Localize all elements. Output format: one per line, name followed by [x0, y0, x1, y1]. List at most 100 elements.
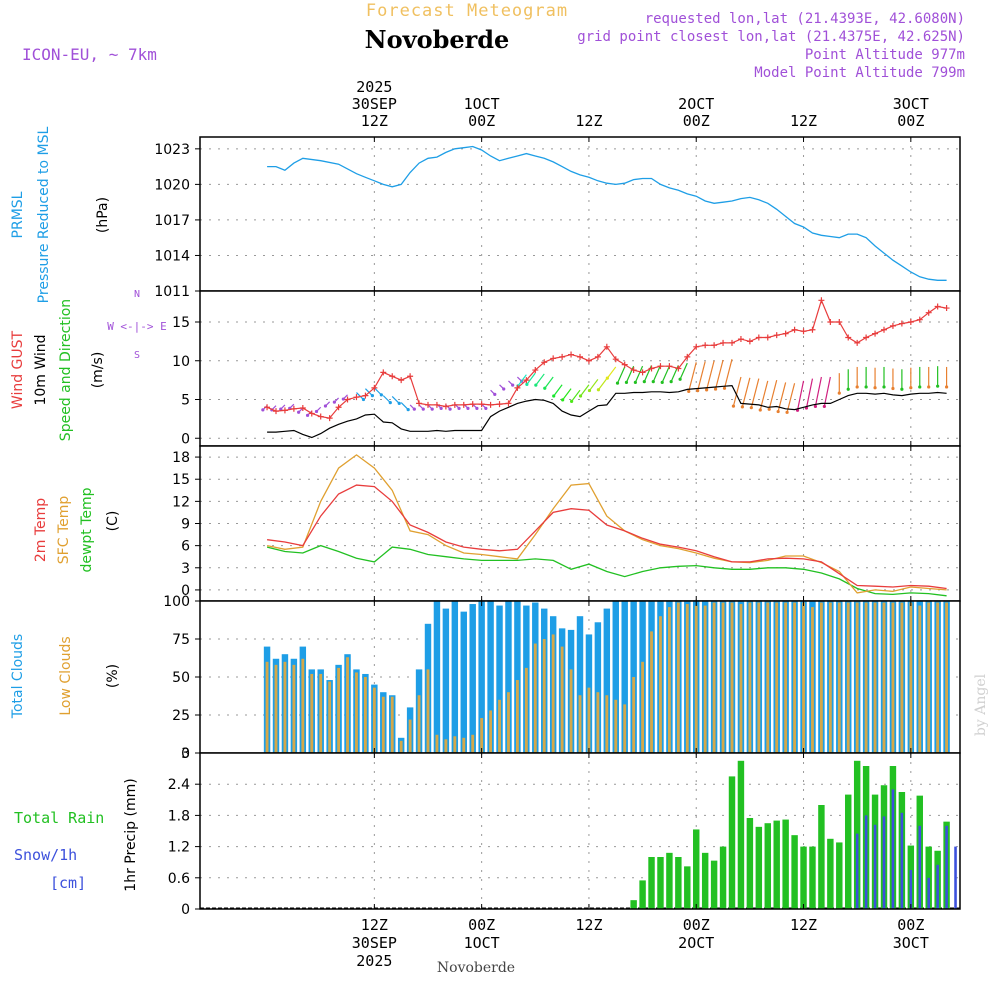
low-cloud-bar [811, 607, 814, 753]
dewpt-label: dewpt Temp [79, 487, 95, 572]
low-cloud-bar [596, 692, 600, 753]
precip-labels: Total Rain Snow/1h [cm] 1hr Precip (mm) [14, 778, 139, 892]
wind-arrow-head [918, 385, 922, 389]
wind-arrow-head [687, 389, 691, 393]
bottom-time-label: 30SEP [352, 934, 397, 952]
wind-arrow-head [305, 413, 310, 417]
top-time-label: 12Z [790, 112, 817, 130]
gust-marker [818, 297, 825, 304]
low-cloud-bar [614, 699, 618, 753]
bottom-time-label: 00Z [897, 916, 924, 934]
rain-bar [728, 776, 736, 909]
gust-marker [505, 400, 512, 407]
wind-arrow [382, 395, 391, 404]
y-tick-label: 1011 [154, 284, 190, 300]
gust-marker [684, 353, 691, 360]
wind-arrow-head [570, 399, 574, 403]
t2m-line [267, 484, 947, 590]
y-tick-label: 0 [181, 583, 190, 599]
gust-marker [800, 328, 807, 335]
low-cloud-bar [819, 602, 823, 753]
wind-arrow [768, 379, 778, 410]
wind-arrow-head [484, 406, 488, 410]
wind-arrow-head [891, 386, 895, 391]
total-cloud-bar [451, 601, 459, 753]
low-cloud-bar [900, 602, 904, 753]
low-cloud-bar [712, 602, 716, 753]
low-cloud-bar [802, 602, 805, 753]
gust-marker [514, 384, 521, 391]
low-cloud-bar [793, 602, 797, 753]
gust-marker [881, 326, 887, 333]
rain-bar [845, 794, 852, 909]
wind-arrow [562, 388, 572, 401]
low-cloud-bar [641, 661, 645, 753]
percent-label: (%) [105, 664, 121, 688]
cloud-panel: 0 25 50 75 100 [163, 594, 961, 762]
snow-bar [900, 812, 904, 909]
bottom-time-label: 1OCT [464, 934, 500, 952]
y-tick-label: 1017 [154, 213, 190, 229]
wind-arrow-head [502, 387, 506, 391]
wind-arrow [544, 376, 554, 389]
top-time-label: 3OCT [893, 95, 929, 113]
panel-bg [200, 291, 960, 446]
top-time-label: 00Z [897, 112, 924, 130]
total-cloud-label: Total Clouds [10, 634, 26, 719]
gust-marker [621, 361, 628, 368]
top-time-label: 1OCT [464, 95, 500, 113]
low-cloud-bar [560, 646, 564, 753]
pressure-line [267, 145, 947, 281]
wind-arrow-head [388, 401, 392, 405]
gust-marker [889, 322, 896, 329]
low-cloud-bar [417, 695, 421, 753]
forecast-title: Forecast Meteogram [366, 1, 568, 21]
wind-arrow-head [314, 409, 319, 414]
wind-arrow [732, 376, 742, 407]
rain-bar [719, 846, 727, 909]
y-tick-label: 0.6 [168, 871, 190, 887]
top-time-label: 00Z [468, 112, 495, 130]
total-cloud-bar [514, 601, 521, 753]
gust-marker [603, 343, 610, 350]
gust-marker [845, 334, 852, 341]
low-cloud-bar [918, 605, 922, 753]
rain-label: Total Rain [14, 809, 104, 827]
gust-marker [872, 330, 879, 337]
total-cloud-bar [442, 608, 450, 753]
gust-marker [675, 365, 682, 372]
y-tick-label: 1.2 [168, 840, 190, 856]
low-cloud-bar [515, 680, 519, 753]
rain-bar [693, 829, 700, 909]
gust-marker [737, 336, 744, 343]
low-cloud-bar [498, 699, 501, 753]
gust-marker [532, 367, 539, 374]
gust-marker [711, 342, 718, 349]
low-cloud-bar [489, 710, 493, 753]
low-cloud-bar [623, 704, 627, 753]
wind-arrow-head [731, 404, 736, 408]
wind-arrow [589, 378, 599, 391]
total-cloud-bar [505, 601, 512, 753]
wind-arrow-head [642, 380, 646, 384]
gust-marker [523, 377, 530, 384]
wind-arrow-head [822, 404, 826, 409]
pressure-labels: PRMSL Pressure Reduced to MSL (hPa) [10, 126, 111, 303]
rain-bar [773, 820, 780, 909]
low-cloud-bar [703, 605, 707, 753]
low-cloud-bar [739, 604, 743, 753]
low-cloud-bar [435, 734, 439, 753]
wind-arrow [805, 378, 814, 409]
y-tick-label: 3 [181, 746, 190, 762]
low-cloud-bar [265, 661, 269, 753]
snow-label: Snow/1h [14, 846, 77, 864]
wind-arrow-head [552, 394, 556, 398]
rain-bar [746, 818, 754, 909]
wind-arrow [535, 373, 545, 386]
watermark: by Angel [973, 673, 989, 736]
gust-marker [666, 363, 673, 370]
wind-arrow [652, 365, 662, 382]
total-cloud-bar [594, 622, 602, 753]
wind-arrow-head [297, 410, 301, 414]
